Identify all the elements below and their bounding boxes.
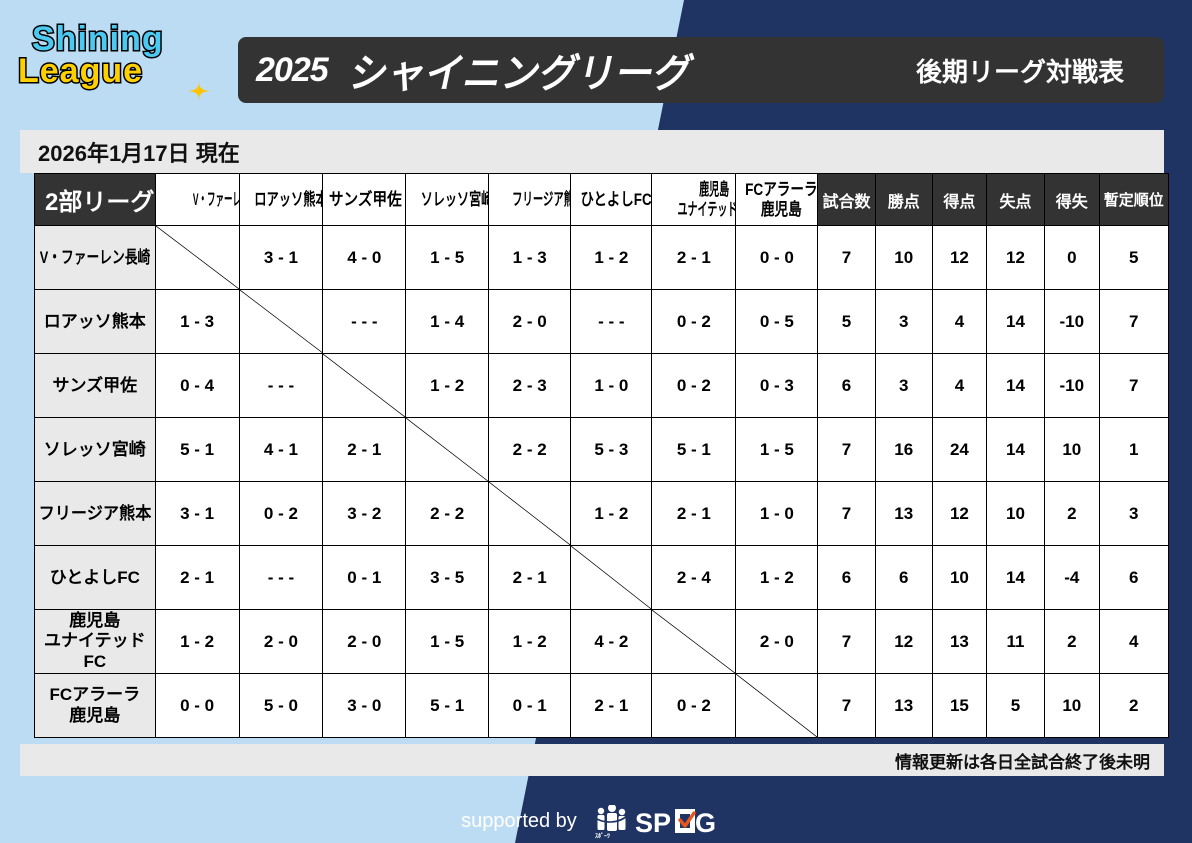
svg-text:SP: SP [635,808,671,838]
svg-text:G: G [695,808,716,838]
svg-text:ｽﾎﾟｰﾂ: ｽﾎﾟｰﾂ [595,832,610,839]
